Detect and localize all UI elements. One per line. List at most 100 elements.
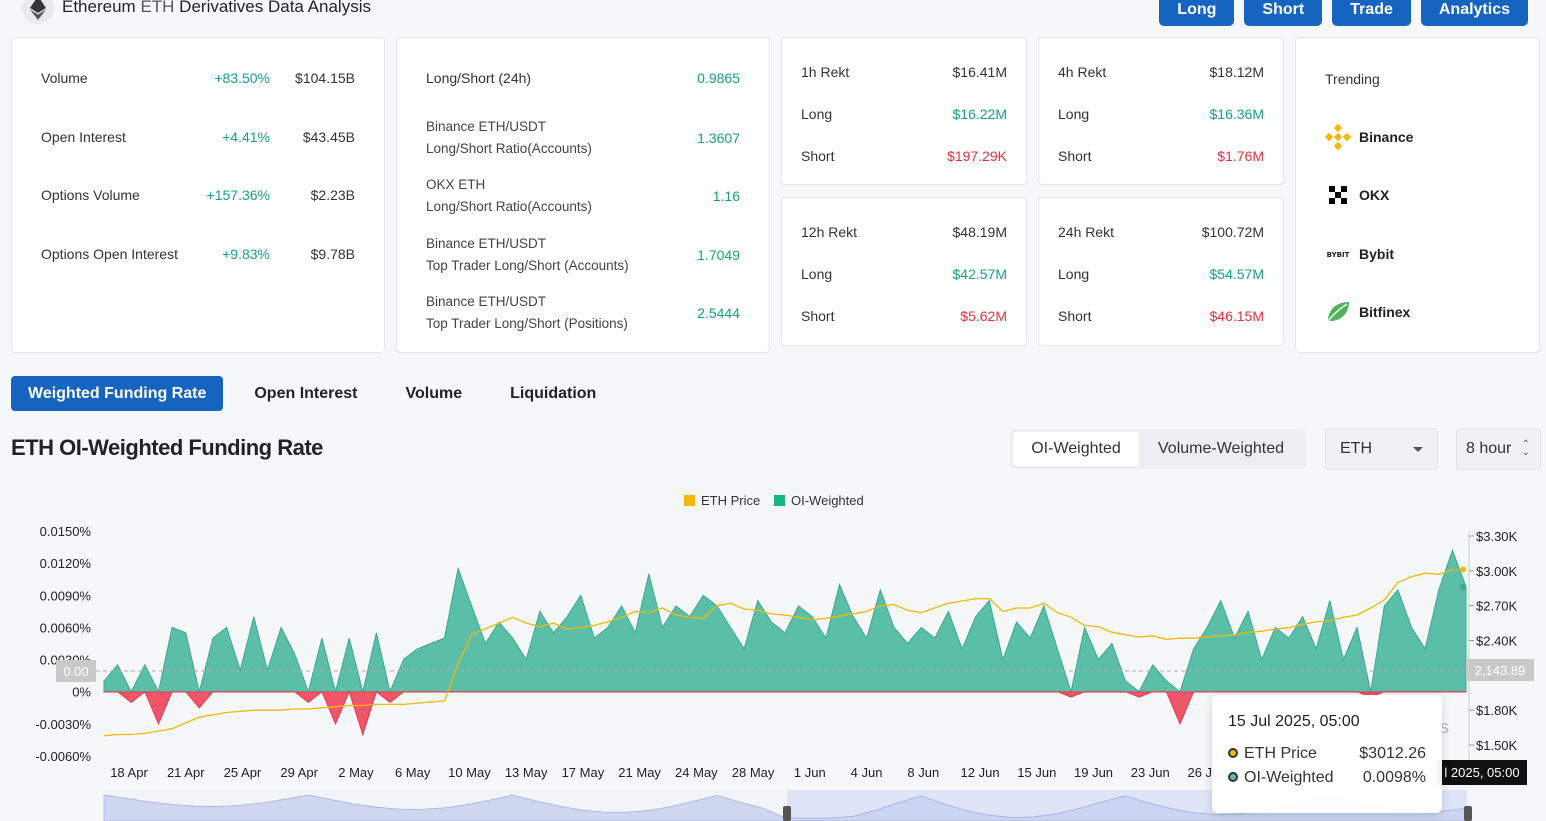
trending-item-binance[interactable]: Binance: [1325, 124, 1413, 150]
x-axis-tick: 21 Apr: [167, 765, 205, 780]
chart-tooltip: 15 Jul 2025, 05:00 ETH Price $3012.26 OI…: [1212, 695, 1442, 813]
x-axis-tick: 24 May: [675, 765, 718, 780]
long-button[interactable]: Long: [1159, 0, 1235, 26]
rekt-card-12h: 12h Rekt $48.19M Long $42.57M Short $5.62M: [781, 197, 1027, 346]
header: Ethereum ETH Derivatives Data Analysis L…: [0, 0, 1546, 30]
chart-tabs: Weighted Funding Rate Open Interest Volu…: [11, 376, 627, 411]
tooltip-oi-row: OI-Weighted 0.0098%: [1228, 769, 1426, 787]
zoom-handle-right: [1464, 806, 1472, 821]
oi-weighted-point: [1460, 583, 1466, 590]
x-axis-tick: 6 May: [395, 765, 431, 780]
oi-weighted-option[interactable]: OI-Weighted: [1013, 432, 1139, 466]
volume-weighted-option[interactable]: Volume-Weighted: [1158, 440, 1284, 457]
ratio-row: Binance ETH/USDT Top Trader Long/Short (P…: [426, 294, 740, 331]
metric-row-options-oi: Options Open Interest +9.83% $9.78B: [41, 246, 355, 262]
x-axis-tick: 23 Jun: [1131, 765, 1170, 780]
trending-item-okx[interactable]: OKX: [1325, 182, 1389, 208]
metric-row-volume: Volume +83.50% $104.15B: [41, 70, 355, 86]
x-axis-tick: 2 May: [338, 765, 374, 780]
svg-text:BYBIT: BYBIT: [1327, 251, 1350, 259]
trending-title: Trending: [1325, 71, 1380, 87]
left-axis-tick: -0.0060%: [35, 749, 91, 764]
tab-volume[interactable]: Volume: [388, 376, 480, 411]
trending-item-bitfinex[interactable]: Bitfinex: [1325, 299, 1410, 325]
x-axis-tick: 10 May: [448, 765, 491, 780]
x-axis-tick: 28 May: [732, 765, 775, 780]
weighting-toggle: OI-Weighted Volume-Weighted: [1010, 429, 1306, 469]
oi-dot-icon: [1228, 772, 1238, 782]
crosshair-left-label: 0.00: [63, 664, 88, 679]
zoom-handle-left: [783, 806, 791, 821]
x-axis-tick: 12 Jun: [961, 765, 1000, 780]
rekt-card-24h: 24h Rekt $100.72M Long $54.57M Short $46.15…: [1038, 197, 1284, 346]
legend-oi-label: OI-Weighted: [791, 493, 864, 508]
ratio-row: Binance ETH/USDT Long/Short Ratio(Account…: [426, 119, 740, 156]
market-metrics-card: Volume +83.50% $104.15B Open Interest +4.41…: [11, 37, 385, 353]
legend-price-swatch: [684, 495, 695, 506]
right-axis-tick: $2.40K: [1476, 634, 1518, 649]
crosshair-left-badge: [56, 660, 96, 682]
interval-select[interactable]: 8 hour ⌃ ⌄: [1456, 428, 1541, 470]
rekt-card-1h: 1h Rekt $16.41M Long $16.22M Short $197.29K: [781, 37, 1027, 185]
crosshair-right-badge: [1466, 659, 1534, 681]
x-axis-tick: 29 Apr: [280, 765, 318, 780]
legend-oi-swatch: [774, 495, 785, 506]
right-axis-tick: $2.70K: [1476, 599, 1518, 614]
long-short-ratio-card: Long/Short (24h) 0.9865 Binance ETH/USDT L…: [396, 37, 770, 353]
legend-price-label: ETH Price: [701, 493, 760, 508]
caret-down-icon: [1413, 447, 1423, 452]
ratio-row: Binance ETH/USDT Top Trader Long/Short (A…: [426, 236, 740, 273]
ratio-row: Long/Short (24h) 0.9865: [426, 70, 740, 86]
x-axis-tick: 19 Jun: [1074, 765, 1113, 780]
oi-weighted-positive-area: [103, 548, 1467, 694]
x-axis-tick: 13 May: [505, 765, 548, 780]
crosshair-date-label: l 2025, 05:00: [1444, 765, 1519, 780]
analytics-button[interactable]: Analytics: [1420, 0, 1528, 26]
left-axis-tick: 0.0060%: [40, 620, 92, 635]
x-axis-tick: 4 Jun: [851, 765, 883, 780]
right-axis-tick: $1.80K: [1476, 703, 1518, 718]
eth-price-point: [1460, 566, 1466, 573]
tooltip-date: 15 Jul 2025, 05:00: [1228, 713, 1360, 730]
x-axis-tick: 25 Apr: [224, 765, 262, 780]
short-button[interactable]: Short: [1244, 0, 1323, 26]
coin-select[interactable]: ETH: [1325, 428, 1438, 470]
trending-item-bybit[interactable]: BYBIT Bybit: [1325, 241, 1394, 267]
left-axis-tick: 0.0150%: [40, 524, 92, 539]
tab-liquidation[interactable]: Liquidation: [493, 376, 614, 411]
oi-weighted-negative-area: [103, 690, 1467, 737]
right-axis-tick: $3.00K: [1476, 564, 1518, 579]
metric-row-options-volume: Options Volume +157.36% $2.23B: [41, 187, 355, 203]
right-axis-tick: $1.50K: [1476, 738, 1518, 753]
left-axis-tick: 0.0120%: [40, 556, 92, 571]
x-axis-tick: 17 May: [562, 765, 605, 780]
left-axis-tick: 0%: [72, 685, 91, 700]
okx-icon: [1325, 182, 1351, 208]
x-axis-tick: 18 Apr: [110, 765, 148, 780]
ethereum-logo-icon: [22, 0, 54, 24]
right-axis-tick: $3.30K: [1476, 529, 1518, 544]
section-title: ETH OI-Weighted Funding Rate: [11, 435, 323, 460]
metric-row-open-interest: Open Interest +4.41% $43.45B: [41, 129, 355, 145]
binance-icon: [1325, 124, 1351, 150]
left-axis-tick: 0.0090%: [40, 588, 92, 603]
ratio-row: OKX ETH Long/Short Ratio(Accounts) 1.16: [426, 177, 740, 214]
sort-arrows-icon: ⌃ ⌄: [1521, 439, 1530, 458]
tooltip-price-row: ETH Price $3012.26: [1228, 745, 1426, 763]
left-axis-tick: -0.0030%: [35, 717, 91, 732]
bybit-icon: BYBIT: [1325, 241, 1351, 267]
eth-price-line: [103, 568, 1467, 737]
trade-button[interactable]: Trade: [1332, 0, 1411, 26]
x-axis-tick: 21 May: [618, 765, 661, 780]
tab-open-interest[interactable]: Open Interest: [237, 376, 375, 411]
crosshair-right-label: 2,143.89: [1475, 663, 1526, 678]
x-axis-tick: 15 Jun: [1017, 765, 1056, 780]
rekt-card-4h: 4h Rekt $18.12M Long $16.36M Short $1.76M: [1038, 37, 1284, 185]
page-title: Ethereum ETH Derivatives Data Analysis: [62, 0, 371, 16]
tab-weighted-funding-rate[interactable]: Weighted Funding Rate: [11, 376, 224, 411]
x-axis-tick: 1 Jun: [794, 765, 826, 780]
price-dot-icon: [1228, 748, 1238, 758]
trending-card: Trending Binance OKX BYBIT Bybit Bitfine…: [1295, 37, 1540, 353]
x-axis-tick: 8 Jun: [907, 765, 939, 780]
watermark-text: s: [1440, 717, 1449, 737]
